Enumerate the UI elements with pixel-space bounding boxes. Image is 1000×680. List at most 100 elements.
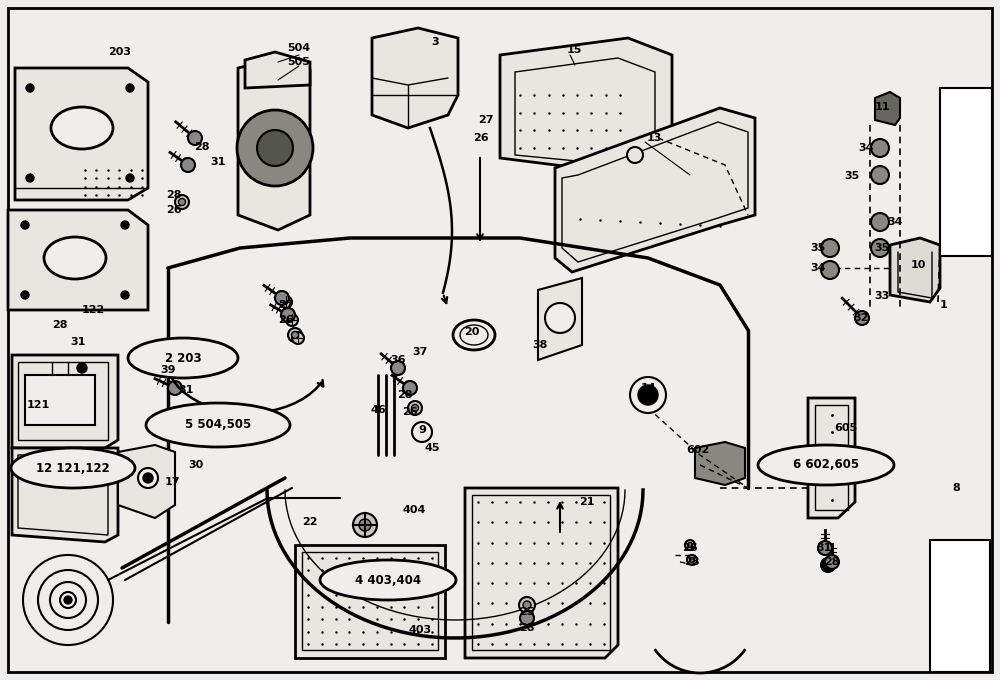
- Text: 17: 17: [164, 477, 180, 487]
- Circle shape: [391, 361, 405, 375]
- Text: 12 121,122: 12 121,122: [36, 462, 110, 475]
- Text: 31: 31: [210, 157, 226, 167]
- Circle shape: [77, 363, 87, 373]
- Polygon shape: [12, 448, 118, 542]
- Text: 404: 404: [402, 505, 426, 515]
- Polygon shape: [875, 92, 900, 125]
- Text: 26: 26: [278, 315, 294, 325]
- Circle shape: [821, 261, 839, 279]
- Ellipse shape: [320, 560, 456, 600]
- Circle shape: [143, 473, 153, 483]
- Ellipse shape: [128, 338, 238, 378]
- Text: 602: 602: [686, 445, 710, 455]
- Polygon shape: [238, 58, 310, 230]
- Text: 31: 31: [70, 337, 86, 347]
- Circle shape: [818, 541, 832, 555]
- Ellipse shape: [146, 403, 290, 447]
- Circle shape: [688, 543, 692, 547]
- Text: 22: 22: [302, 517, 318, 527]
- Text: 36: 36: [390, 355, 406, 365]
- Text: 8: 8: [952, 483, 960, 493]
- Text: 11: 11: [874, 102, 890, 112]
- Circle shape: [168, 381, 182, 395]
- Ellipse shape: [51, 107, 113, 149]
- Polygon shape: [168, 530, 520, 658]
- Text: 34: 34: [810, 263, 826, 273]
- Polygon shape: [678, 488, 928, 645]
- Text: 203: 203: [108, 47, 132, 57]
- Polygon shape: [200, 230, 735, 632]
- Text: 4 403,404: 4 403,404: [355, 573, 421, 586]
- Text: 35: 35: [810, 243, 826, 253]
- Text: 31: 31: [178, 385, 194, 395]
- Text: 6 602,605: 6 602,605: [793, 458, 859, 471]
- Circle shape: [26, 84, 34, 92]
- Ellipse shape: [11, 448, 135, 488]
- Circle shape: [412, 405, 418, 411]
- Text: 45: 45: [424, 443, 440, 453]
- Circle shape: [126, 84, 134, 92]
- Circle shape: [855, 311, 869, 325]
- Text: 32: 32: [853, 313, 869, 323]
- Circle shape: [155, 361, 169, 375]
- Ellipse shape: [460, 325, 488, 345]
- Text: 28: 28: [397, 390, 413, 400]
- Circle shape: [26, 174, 34, 182]
- Text: 9: 9: [418, 425, 426, 435]
- Polygon shape: [555, 108, 755, 272]
- Text: 14: 14: [640, 383, 656, 393]
- Circle shape: [871, 166, 889, 184]
- Bar: [940, 88, 992, 256]
- Text: 37: 37: [412, 347, 428, 357]
- Circle shape: [821, 558, 835, 572]
- Circle shape: [871, 139, 889, 157]
- Polygon shape: [118, 445, 175, 518]
- Circle shape: [359, 519, 371, 531]
- Circle shape: [286, 314, 298, 326]
- Polygon shape: [8, 210, 148, 310]
- Text: 2 203: 2 203: [165, 352, 201, 364]
- Ellipse shape: [453, 320, 495, 350]
- Text: 122: 122: [81, 305, 105, 315]
- Text: 403: 403: [408, 625, 432, 635]
- Ellipse shape: [44, 237, 106, 279]
- Text: 46: 46: [370, 405, 386, 415]
- Polygon shape: [808, 398, 855, 518]
- Circle shape: [825, 555, 839, 569]
- Polygon shape: [695, 442, 745, 485]
- Text: 30: 30: [188, 460, 204, 470]
- Circle shape: [685, 540, 695, 550]
- Polygon shape: [168, 205, 748, 658]
- Text: 13: 13: [646, 133, 662, 143]
- Text: 15: 15: [566, 45, 582, 55]
- Text: 5 504,505: 5 504,505: [185, 418, 251, 432]
- Text: 10: 10: [910, 260, 926, 270]
- Ellipse shape: [758, 445, 894, 485]
- Circle shape: [178, 199, 186, 205]
- Polygon shape: [12, 355, 118, 448]
- Text: 31: 31: [816, 543, 832, 553]
- Circle shape: [126, 174, 134, 182]
- Polygon shape: [656, 618, 744, 673]
- Text: 33: 33: [874, 291, 890, 301]
- Text: 121: 121: [26, 400, 50, 410]
- Circle shape: [520, 611, 534, 625]
- Circle shape: [275, 291, 289, 305]
- Polygon shape: [295, 545, 445, 658]
- Circle shape: [237, 110, 313, 186]
- Circle shape: [280, 296, 292, 308]
- Circle shape: [188, 131, 202, 145]
- Circle shape: [545, 303, 575, 333]
- Circle shape: [257, 130, 293, 166]
- Circle shape: [21, 221, 29, 229]
- Text: 39: 39: [160, 365, 176, 375]
- Circle shape: [630, 377, 666, 413]
- Text: 28: 28: [684, 557, 700, 567]
- Polygon shape: [538, 278, 582, 360]
- Polygon shape: [890, 238, 940, 302]
- Circle shape: [21, 291, 29, 299]
- Text: 38: 38: [532, 340, 548, 350]
- Circle shape: [353, 513, 377, 537]
- Circle shape: [871, 239, 889, 257]
- Polygon shape: [15, 68, 148, 200]
